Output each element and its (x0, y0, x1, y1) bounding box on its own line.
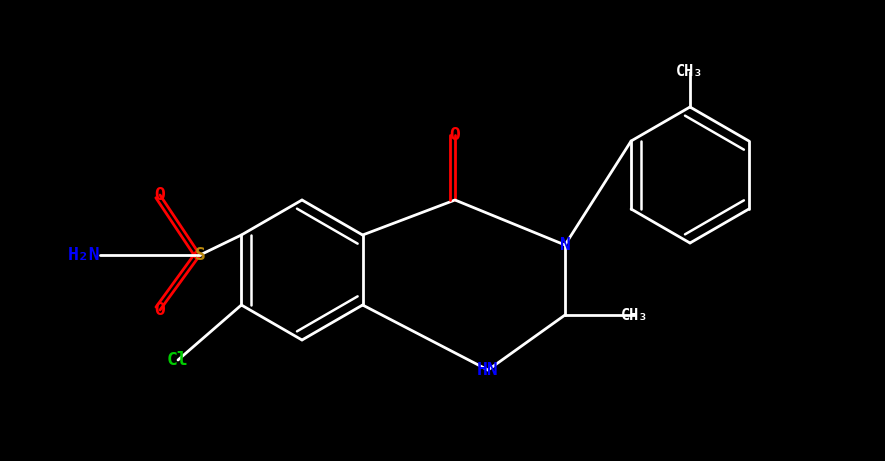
Text: N: N (559, 236, 571, 254)
Text: CH₃: CH₃ (621, 307, 649, 323)
Text: O: O (450, 126, 460, 144)
Text: HN: HN (477, 361, 499, 379)
Text: Cl: Cl (167, 351, 189, 369)
Text: S: S (195, 246, 205, 264)
Text: CH₃: CH₃ (676, 65, 704, 79)
Text: O: O (155, 186, 165, 204)
Text: H₂N: H₂N (67, 246, 100, 264)
Text: O: O (155, 301, 165, 319)
